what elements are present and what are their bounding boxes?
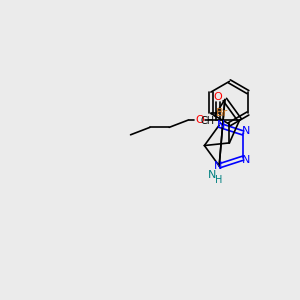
Text: N: N: [208, 170, 216, 180]
Text: H: H: [215, 175, 222, 185]
Text: CH: CH: [201, 116, 215, 126]
Text: O: O: [214, 92, 223, 102]
Text: N: N: [242, 127, 250, 136]
Text: N: N: [214, 161, 222, 171]
Text: N: N: [242, 154, 250, 165]
Text: N: N: [217, 120, 225, 130]
Text: Br: Br: [216, 109, 228, 118]
Text: O: O: [195, 115, 204, 125]
